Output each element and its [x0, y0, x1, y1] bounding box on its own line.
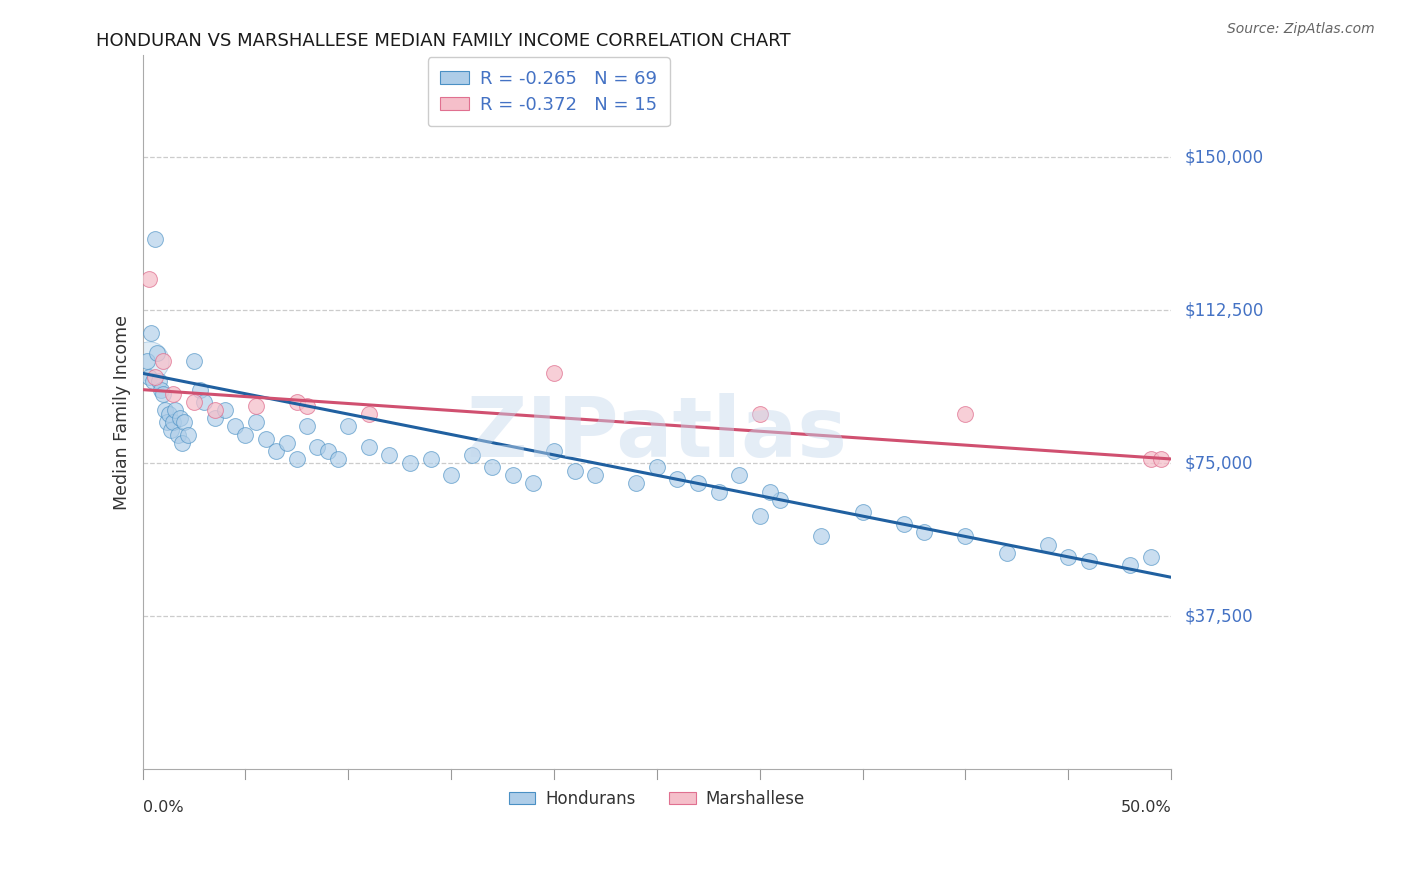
- Point: [162, 415, 184, 429]
- Point: [150, 383, 173, 397]
- Point: [204, 403, 226, 417]
- Point: [1119, 558, 1142, 572]
- Point: [852, 505, 875, 519]
- Point: [254, 432, 277, 446]
- Point: [440, 468, 463, 483]
- Point: [143, 232, 166, 246]
- Point: [156, 415, 179, 429]
- Point: [307, 440, 329, 454]
- Point: [357, 440, 380, 454]
- Point: [759, 484, 782, 499]
- Point: [1139, 452, 1161, 467]
- Text: ZIPatlas: ZIPatlas: [467, 393, 848, 474]
- Point: [235, 427, 257, 442]
- Text: $75,000: $75,000: [1185, 454, 1254, 472]
- Point: [357, 407, 380, 421]
- Point: [399, 456, 422, 470]
- Point: [543, 443, 565, 458]
- Point: [1036, 538, 1059, 552]
- Y-axis label: Median Family Income: Median Family Income: [114, 315, 131, 509]
- Point: [522, 476, 544, 491]
- Point: [139, 326, 162, 340]
- Point: [1077, 554, 1099, 568]
- Point: [165, 403, 187, 417]
- Point: [166, 427, 188, 442]
- Point: [419, 452, 441, 467]
- Point: [686, 476, 709, 491]
- Point: [142, 375, 165, 389]
- Point: [153, 403, 176, 417]
- Point: [162, 386, 184, 401]
- Point: [316, 443, 339, 458]
- Point: [893, 517, 915, 532]
- Point: [152, 386, 174, 401]
- Point: [626, 476, 648, 491]
- Point: [1150, 452, 1173, 467]
- Point: [1139, 549, 1161, 564]
- Point: [295, 419, 318, 434]
- Text: 0.0%: 0.0%: [142, 799, 183, 814]
- Point: [169, 411, 191, 425]
- Text: Source: ZipAtlas.com: Source: ZipAtlas.com: [1227, 22, 1375, 37]
- Point: [160, 424, 183, 438]
- Point: [152, 354, 174, 368]
- Legend: Hondurans, Marshallese: Hondurans, Marshallese: [502, 783, 811, 814]
- Point: [188, 383, 211, 397]
- Point: [173, 415, 195, 429]
- Point: [170, 435, 193, 450]
- Point: [146, 346, 169, 360]
- Point: [645, 460, 668, 475]
- Text: 50.0%: 50.0%: [1121, 799, 1171, 814]
- Point: [748, 509, 770, 524]
- Point: [543, 367, 565, 381]
- Point: [285, 395, 308, 409]
- Point: [183, 395, 205, 409]
- Point: [337, 419, 360, 434]
- Point: [728, 468, 751, 483]
- Point: [143, 370, 166, 384]
- Point: [138, 272, 160, 286]
- Point: [564, 464, 586, 478]
- Point: [995, 546, 1018, 560]
- Point: [177, 427, 200, 442]
- Text: $37,500: $37,500: [1185, 607, 1254, 625]
- Point: [502, 468, 524, 483]
- Point: [810, 529, 832, 543]
- Point: [224, 419, 246, 434]
- Point: [955, 407, 977, 421]
- Text: HONDURAN VS MARSHALLESE MEDIAN FAMILY INCOME CORRELATION CHART: HONDURAN VS MARSHALLESE MEDIAN FAMILY IN…: [96, 32, 790, 50]
- Point: [245, 415, 267, 429]
- Point: [264, 443, 287, 458]
- Point: [193, 395, 215, 409]
- Point: [138, 370, 160, 384]
- Point: [378, 448, 401, 462]
- Text: $150,000: $150,000: [1185, 148, 1264, 166]
- Point: [666, 472, 689, 486]
- Point: [912, 525, 935, 540]
- Point: [1057, 549, 1080, 564]
- Point: [748, 407, 770, 421]
- Point: [204, 411, 226, 425]
- Point: [460, 448, 482, 462]
- Point: [769, 492, 792, 507]
- Point: [481, 460, 503, 475]
- Point: [148, 375, 170, 389]
- Point: [285, 452, 308, 467]
- Point: [707, 484, 730, 499]
- Point: [135, 354, 157, 368]
- Point: [955, 529, 977, 543]
- Point: [326, 452, 349, 467]
- Point: [157, 407, 180, 421]
- Text: $112,500: $112,500: [1185, 301, 1264, 319]
- Point: [295, 399, 318, 413]
- Point: [245, 399, 267, 413]
- Point: [214, 403, 236, 417]
- Point: [138, 354, 160, 368]
- Point: [183, 354, 205, 368]
- Point: [583, 468, 606, 483]
- Point: [276, 435, 298, 450]
